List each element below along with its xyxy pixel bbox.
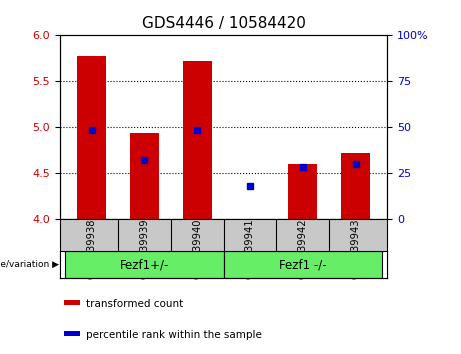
Bar <box>224 251 382 278</box>
Bar <box>77 56 106 219</box>
Title: GDS4446 / 10584420: GDS4446 / 10584420 <box>142 16 306 32</box>
Text: Fezf1+/-: Fezf1+/- <box>120 258 169 271</box>
Text: genotype/variation ▶: genotype/variation ▶ <box>0 260 59 269</box>
Text: GSM639938: GSM639938 <box>87 218 97 279</box>
Bar <box>341 153 370 219</box>
Text: GSM639940: GSM639940 <box>192 218 202 279</box>
Bar <box>65 251 224 278</box>
Text: Fezf1 -/-: Fezf1 -/- <box>279 258 326 271</box>
Text: percentile rank within the sample: percentile rank within the sample <box>86 330 262 340</box>
Bar <box>130 133 159 219</box>
Bar <box>64 301 81 306</box>
Bar <box>64 331 81 336</box>
Text: GSM639942: GSM639942 <box>298 218 308 279</box>
Text: transformed count: transformed count <box>86 299 183 309</box>
Bar <box>236 218 265 219</box>
Text: GSM639939: GSM639939 <box>139 218 149 279</box>
Text: GSM639943: GSM639943 <box>350 218 361 279</box>
Bar <box>183 61 212 219</box>
Text: GSM639941: GSM639941 <box>245 218 255 279</box>
Bar <box>288 164 317 219</box>
